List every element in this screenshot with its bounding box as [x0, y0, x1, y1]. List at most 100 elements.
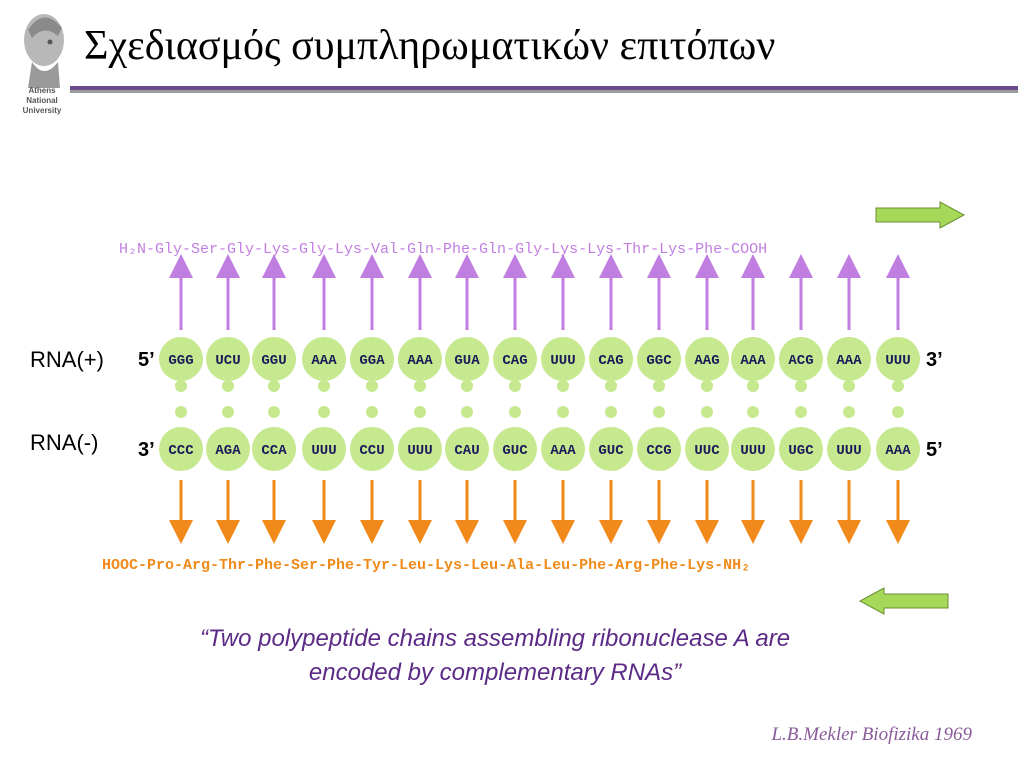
quote-line-2: encoded by complementary RNAs” — [308, 659, 682, 686]
codon-bottom: UUC — [694, 443, 720, 459]
pairing-dot — [509, 380, 521, 392]
codon-circle-top — [779, 337, 823, 381]
pairing-dot — [318, 380, 330, 392]
logo-text-line-1: Athens — [28, 86, 56, 95]
pairing-dot — [605, 406, 617, 418]
pairing-dot — [795, 380, 807, 392]
codon-circle-top — [637, 337, 681, 381]
pairing-dot — [461, 406, 473, 418]
codon-top: ACG — [788, 353, 813, 369]
pairing-dot — [701, 380, 713, 392]
codon-circle-top — [827, 337, 871, 381]
pairing-dot — [892, 380, 904, 392]
athena-head-icon — [24, 14, 64, 88]
pairing-dot — [747, 380, 759, 392]
page-title: Σχεδιασμός συμπληρωματικών επιτόπων — [84, 23, 776, 69]
quote-line-1: “Two polypeptide chains assembling ribon… — [199, 625, 791, 652]
title-underline — [70, 86, 1018, 93]
codon-circle-bottom — [685, 427, 729, 471]
pairing-dot — [268, 406, 280, 418]
codon-bottom: GUC — [598, 443, 624, 459]
codon-circle-bottom — [206, 427, 250, 471]
codon-top: AAA — [311, 353, 337, 369]
codon-circle-bottom — [493, 427, 537, 471]
pairing-dot — [222, 406, 234, 418]
codon-circle-top — [541, 337, 585, 381]
codon-bottom: UUU — [836, 443, 861, 459]
pairing-dot — [366, 380, 378, 392]
pairing-dot — [268, 380, 280, 392]
codon-top: GGC — [646, 353, 672, 369]
pairing-dot — [653, 406, 665, 418]
minus-strand-start: 3’ — [138, 439, 155, 461]
pairing-dot — [175, 406, 187, 418]
pairing-dot — [747, 406, 759, 418]
codon-circle-top — [159, 337, 203, 381]
codon-circle-bottom — [731, 427, 775, 471]
codon-top: CAG — [598, 353, 623, 369]
codon-circle-top — [876, 337, 920, 381]
codon-top: CAG — [502, 353, 527, 369]
pairing-dot — [701, 406, 713, 418]
pairing-dot — [509, 406, 521, 418]
codon-top: UUU — [885, 353, 910, 369]
plus-strand-end: 3’ — [926, 349, 943, 371]
codon-circle-bottom — [876, 427, 920, 471]
pairing-dot — [843, 406, 855, 418]
codon-top: UCU — [215, 353, 240, 369]
pairing-dot — [222, 380, 234, 392]
pairing-dot — [175, 380, 187, 392]
codon-bottom: UUU — [311, 443, 336, 459]
codon-top: AAG — [694, 353, 719, 369]
pairing-dot — [892, 406, 904, 418]
codon-circle-bottom — [827, 427, 871, 471]
codon-circle-bottom — [779, 427, 823, 471]
codon-circle-top — [731, 337, 775, 381]
bottom-peptide: HOOC-Pro-Arg-Thr-Phe-Ser-Phe-Tyr-Leu-Lys… — [102, 557, 750, 574]
codon-circle-top — [252, 337, 296, 381]
codon-top: AAA — [740, 353, 766, 369]
codon-circle-top — [398, 337, 442, 381]
codon-circle-top — [445, 337, 489, 381]
codon-bottom: CCG — [646, 443, 671, 459]
codon-top: GGU — [261, 353, 286, 369]
pairing-dot — [318, 406, 330, 418]
codon-circle-bottom — [398, 427, 442, 471]
codon-circle-bottom — [302, 427, 346, 471]
pairing-dot — [653, 380, 665, 392]
codon-circle-bottom — [159, 427, 203, 471]
codon-bottom: UUU — [740, 443, 765, 459]
plus-strand-start: 5’ — [138, 349, 155, 371]
codon-top: GGA — [359, 353, 385, 369]
codon-bottom: CAU — [454, 443, 479, 459]
codon-circle-bottom — [589, 427, 633, 471]
codon-top: UUU — [550, 353, 575, 369]
pairing-dot — [557, 406, 569, 418]
citation: L.B.Mekler Biofizika 1969 — [771, 724, 972, 745]
rna-minus-label: RNA(-) — [30, 430, 99, 455]
codon-circle-top — [589, 337, 633, 381]
codon-bottom: UUU — [407, 443, 432, 459]
codon-circle-bottom — [445, 427, 489, 471]
pairing-dot — [843, 380, 855, 392]
codon-circle-top — [350, 337, 394, 381]
codon-circle-top — [302, 337, 346, 381]
minus-strand-end: 5’ — [926, 439, 943, 461]
logo-text-line-2: National — [26, 96, 58, 105]
logo-text-line-3: University — [22, 106, 62, 115]
quote: “Two polypeptide chains assembling ribon… — [120, 622, 870, 690]
codon-circle-top — [685, 337, 729, 381]
codon-bottom: CCA — [261, 443, 287, 459]
pairing-dot — [795, 406, 807, 418]
pairing-dot — [414, 406, 426, 418]
codon-circle-bottom — [541, 427, 585, 471]
codon-bottom: GUC — [502, 443, 528, 459]
university-logo — [14, 10, 74, 120]
codon-bottom: UGC — [788, 443, 814, 459]
codon-bottom: AAA — [885, 443, 911, 459]
codon-circle-bottom — [637, 427, 681, 471]
pairing-dot — [557, 380, 569, 392]
codon-top: AAA — [836, 353, 862, 369]
top-peptide: H₂N-Gly-Ser-Gly-Lys-Gly-Lys-Val-Gln-Phe-… — [119, 241, 767, 258]
